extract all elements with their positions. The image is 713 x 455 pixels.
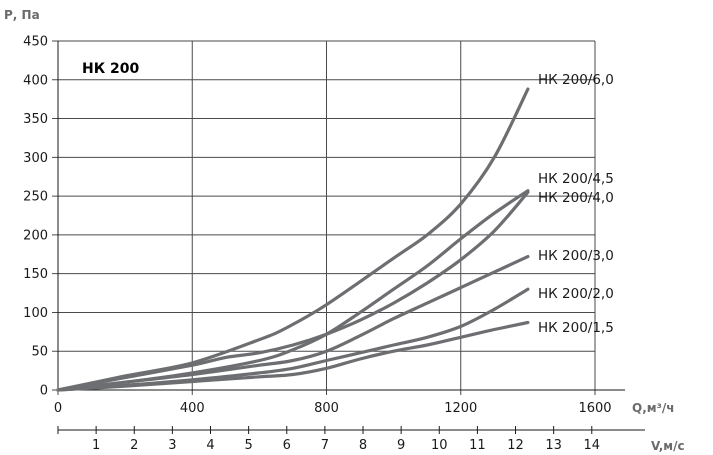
x2-tick-label: 5 <box>244 438 252 453</box>
y-tick-label: 150 <box>23 267 48 282</box>
x2-tick-label: 3 <box>168 438 176 453</box>
x-tick-label: 800 <box>314 401 339 416</box>
y-tick-label: 400 <box>23 73 48 88</box>
series-label: НК 200/3,0 <box>538 248 614 264</box>
x2-tick-label: 2 <box>130 438 138 453</box>
x-tick-label: 1600 <box>578 401 611 416</box>
series-line <box>56 255 530 392</box>
series-line <box>56 320 530 392</box>
x2-tick-label: 12 <box>507 438 524 453</box>
series-label: НК 200/1,5 <box>538 320 614 336</box>
x2-tick-label: 13 <box>545 438 562 453</box>
series-lines <box>56 87 530 392</box>
y-tick-label: 350 <box>23 112 48 127</box>
x-tick-label: 0 <box>54 401 62 416</box>
chart-title: НК 200 <box>82 61 140 77</box>
x2-tick-label: 4 <box>206 438 214 453</box>
series-label: НК 200/6,0 <box>538 72 614 88</box>
y-tick-label: 100 <box>23 306 48 321</box>
series-line <box>56 190 530 392</box>
x-tick-label: 400 <box>180 401 205 416</box>
x2-tick-label: 9 <box>397 438 405 453</box>
series-labels: НК 200/6,0 НК 200/4,5 НК 200/4,0 НК 200/3,0… <box>538 72 614 336</box>
x2-tick-label: 8 <box>359 438 367 453</box>
x2-tick-label: 7 <box>321 438 329 453</box>
y-tick-label: 250 <box>23 190 48 205</box>
x-axis-title: Q,м³/ч <box>632 401 674 415</box>
series-label: НК 200/2,0 <box>538 286 614 302</box>
x2-tick-label: 1 <box>92 438 100 453</box>
x2-tick-label: 14 <box>584 438 601 453</box>
y-tick-label: 300 <box>23 151 48 166</box>
y-tick-label: 200 <box>23 228 48 243</box>
series-label: НК 200/4,0 <box>538 190 614 206</box>
x-tick-label: 1200 <box>444 401 477 416</box>
x2-axis-title: V,м/с <box>651 439 685 453</box>
y-tick-label: 0 <box>40 384 48 399</box>
x2-tick-label: 10 <box>431 438 448 453</box>
y-tick-label: 50 <box>31 345 48 360</box>
x2-tick-label: 6 <box>283 438 291 453</box>
x2-tick-label: 11 <box>469 438 486 453</box>
y-axis-title: Р, Па <box>4 8 40 22</box>
y-tick-label: 450 <box>23 35 48 50</box>
series-label: НК 200/4,5 <box>538 171 614 187</box>
grid <box>52 40 596 395</box>
